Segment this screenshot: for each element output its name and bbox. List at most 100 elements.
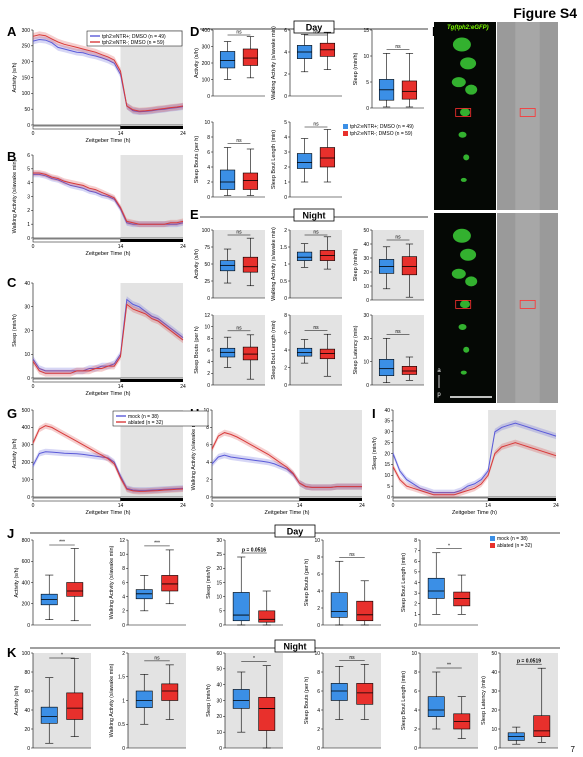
legend-bottom: mock (n = 38)ablated (n = 32)	[112, 410, 209, 427]
y-tick-label: 60	[24, 689, 30, 695]
series-line	[211, 432, 362, 488]
y-tick-label: 3	[414, 591, 417, 597]
legend-swatch	[490, 543, 495, 548]
y-tick-label: 0	[122, 623, 125, 629]
y-tick-label: 8	[414, 670, 417, 676]
y-tick-label: 0	[207, 383, 210, 389]
y-tick-label: 200	[22, 602, 31, 608]
x-tick-label: 24	[180, 244, 186, 250]
box-plot-e: 0 2 4 6 8 10 12 Sleep Bouts (per h) ns	[194, 313, 265, 389]
x-tick-label: 14	[118, 131, 124, 137]
x-tick-label: 0	[32, 131, 35, 137]
header-label: Night	[303, 211, 326, 221]
y-tick-label: 0	[414, 746, 417, 752]
y-axis-label: Sleep Bout Length (min)	[271, 320, 277, 379]
y-tick-label: 12	[204, 313, 210, 319]
sig-label: ns	[313, 230, 319, 236]
legend-entry: mock (n = 38)	[128, 414, 159, 420]
x-tick-label: 14	[297, 503, 303, 509]
y-tick-label: 1	[122, 698, 125, 704]
fluor-image-top	[434, 22, 496, 210]
y-tick-label: 15	[384, 462, 390, 468]
y-tick-label: 30	[491, 689, 497, 695]
y-tick-label: 50	[216, 667, 222, 673]
y-tick-label: 50	[24, 107, 30, 113]
box-plot-k: 0 20 40 60 80 100 Activity (s/h) *	[14, 651, 91, 752]
panel-label-e: E	[190, 207, 199, 222]
y-tick-label: 0	[207, 195, 210, 201]
y-tick-label: 300	[22, 28, 31, 34]
y-tick-label: 10	[384, 473, 390, 479]
gfp-signal	[465, 276, 478, 287]
y-tick-label: 4	[122, 594, 125, 600]
y-tick-label: 100	[202, 77, 211, 83]
box-iqr	[356, 683, 374, 705]
night-header-top: Night	[200, 208, 428, 222]
y-tick-label: 6	[122, 580, 125, 586]
legend-entry: tph2:eNTR-; DMSO (n = 59)	[102, 40, 165, 46]
y-tick-label: 6	[207, 348, 210, 354]
legend-j: mock (n = 38)ablated (n = 32)	[490, 536, 532, 549]
sig-label: ***	[59, 540, 65, 546]
gfp-signal	[460, 57, 477, 70]
x-axis-label: Zeitgeber Time (h)	[86, 251, 131, 257]
box-iqr	[232, 689, 250, 709]
y-tick-label: 4	[27, 180, 30, 186]
y-tick-label: 2	[122, 651, 125, 657]
header-label: Day	[306, 23, 323, 33]
y-tick-label: 0	[494, 746, 497, 752]
y-tick-label: 20	[216, 566, 222, 572]
y-tick-label: 30	[363, 256, 369, 262]
sig-label: ns	[313, 325, 319, 331]
box-plot-d: 0 5 10 15 Sleep (min/h) ns	[353, 28, 424, 112]
sig-label: *	[61, 653, 63, 659]
gfp-signal	[458, 324, 467, 330]
roi-box	[519, 299, 536, 309]
y-tick-label: 25	[384, 440, 390, 446]
y-tick-label: 20	[363, 336, 369, 342]
y-tick-label: 10	[363, 284, 369, 290]
gfp-signal	[452, 228, 471, 243]
sig-label: *	[448, 543, 450, 549]
y-tick-label: 4	[317, 708, 320, 714]
y-tick-label: 10	[216, 594, 222, 600]
series-line	[32, 451, 184, 491]
x-tick-label: 14	[118, 503, 124, 509]
box-plot-j: 0 200 400 600 800 Activity (s/h) ***	[14, 538, 91, 629]
y-tick-label: 2	[317, 606, 320, 612]
y-tick-label: 4	[206, 460, 209, 466]
box-plot-d: 0 1 2 3 4 5 Sleep Bout Length (min) ns	[271, 120, 342, 201]
box-plot-k: 0 10 20 30 40 50 60 Sleep (min/h) *	[206, 651, 283, 752]
x-tick-label: 14	[485, 503, 491, 509]
series-line	[392, 422, 557, 494]
y-tick-label: 30	[384, 430, 390, 436]
legend-entry: tph2:eNTR+; DMSO (n = 49)	[350, 124, 414, 130]
y-tick-label: 1.5	[118, 675, 125, 681]
gfp-signal	[460, 300, 470, 309]
orient-p: p	[437, 392, 441, 398]
series-line	[33, 172, 184, 225]
y-tick-label: 4	[284, 348, 287, 354]
y-axis-label: Sleep Bout Length (min)	[271, 130, 277, 189]
panel-label-c: C	[7, 275, 17, 290]
box-iqr	[533, 715, 551, 737]
y-tick-label: 0	[206, 495, 209, 501]
y-tick-label: 0	[284, 383, 287, 389]
y-tick-label: 0.5	[118, 722, 125, 728]
y-tick-label: 7	[414, 548, 417, 554]
y-tick-label: 100	[22, 477, 31, 483]
box-iqr	[135, 690, 153, 708]
y-tick-label: 40	[216, 682, 222, 688]
series-line	[32, 425, 184, 492]
y-axis-label: Sleep Bouts (per h)	[304, 559, 310, 607]
header-box	[274, 639, 316, 653]
box-plot-d: 0 2 4 6 Walking Activity (s/awake min) ns	[271, 26, 342, 100]
box-plot-e: 0 0.5 1 1.5 2 Walking Activity (s/awake min) n…	[271, 227, 342, 302]
light-bar	[211, 497, 300, 502]
y-tick-label: 0	[27, 236, 30, 242]
x-tick-label: 24	[553, 503, 559, 509]
y-axis-label: Activity (s/h)	[14, 567, 20, 597]
legend-entry: ablated (n = 32)	[497, 543, 532, 549]
panel-label-a: A	[7, 24, 17, 39]
legend-top: tph2:eNTR+; DMSO (n = 49)tph2:eNTR-; DMS…	[86, 30, 183, 47]
